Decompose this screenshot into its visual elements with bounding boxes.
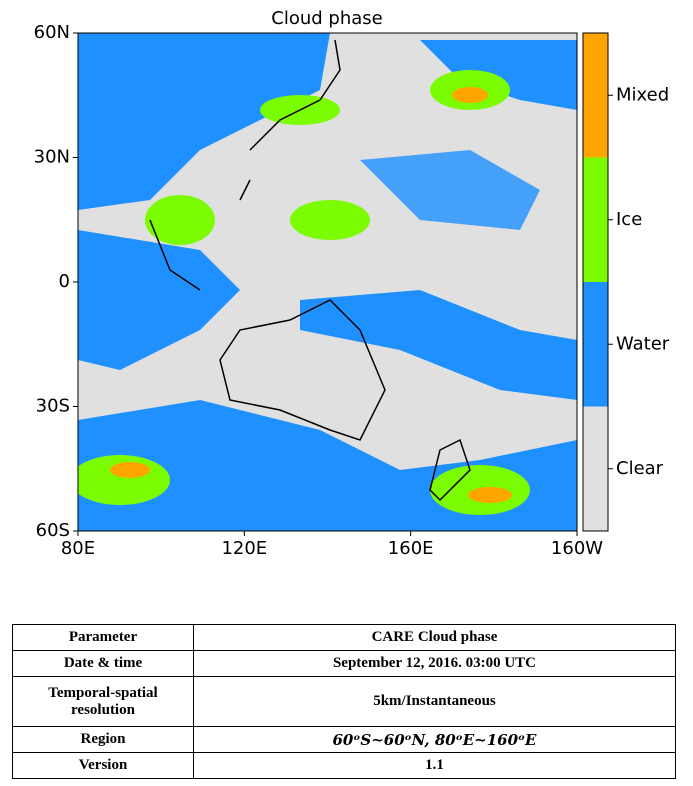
colorbar-segment [583, 406, 608, 531]
table-row: Temporal-spatial resolution 5km/Instantan… [12, 676, 676, 727]
colorbar-segment [583, 282, 608, 407]
table-row: Version 1.1 [12, 752, 676, 779]
table-value: CARE Cloud phase [193, 624, 676, 651]
table-key: Parameter [12, 624, 194, 651]
lon-tick-label: 120E [221, 538, 267, 559]
lat-tick-label: 0 [59, 271, 70, 292]
cloud-map [78, 33, 577, 531]
table-key: Region [12, 726, 194, 753]
lon-tick-label: 160W [551, 538, 603, 559]
lon-tick-label: 160E [388, 538, 434, 559]
colorbar-label: Clear [616, 458, 664, 479]
colorbar-label: Ice [616, 209, 642, 230]
table-key: Version [12, 752, 194, 779]
info-table: Parameter CARE Cloud phase Date & time Sept… [12, 624, 676, 779]
table-row: Parameter CARE Cloud phase [12, 624, 676, 651]
table-key: Temporal-spatial resolution [12, 676, 194, 727]
lat-tick-label: 60S [36, 520, 70, 541]
lat-tick-label: 30S [36, 396, 70, 417]
colorbar-label: Mixed [616, 84, 669, 105]
lat-tick-label: 60N [34, 22, 70, 43]
colorbar-segment [583, 33, 608, 158]
colorbar-label: Water [616, 333, 670, 354]
colorbar-segment [583, 157, 608, 282]
table-key: Date & time [12, 650, 194, 677]
lon-tick-label: 80E [61, 538, 95, 559]
table-value: 1.1 [193, 752, 676, 779]
table-value: 5km/Instantaneous [193, 676, 676, 727]
map-title: Cloud phase [271, 8, 382, 29]
table-row: Date & time September 12, 2016. 03:00 UTC [12, 650, 676, 677]
table-value: September 12, 2016. 03:00 UTC [193, 650, 676, 677]
lat-tick-label: 30N [34, 147, 70, 168]
table-row: Region 60ᵒS~60ᵒN, 80ᵒE~160ᵒE [12, 726, 676, 753]
table-value: 60ᵒS~60ᵒN, 80ᵒE~160ᵒE [193, 726, 676, 753]
colorbar-frame [582, 32, 609, 532]
